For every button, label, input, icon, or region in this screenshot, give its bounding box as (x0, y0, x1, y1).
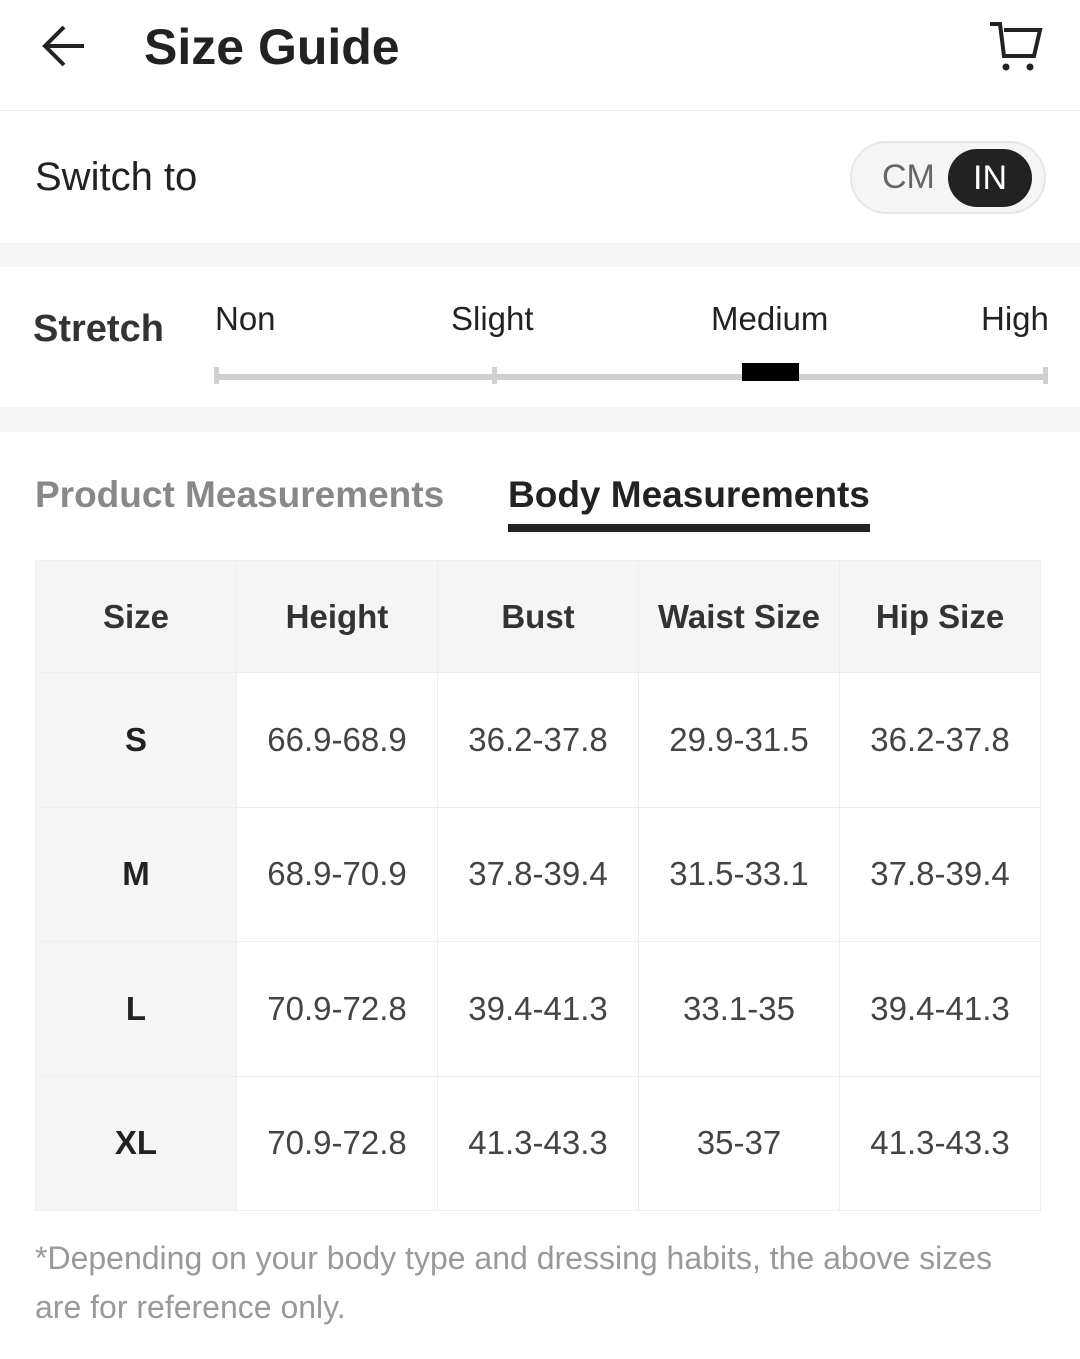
stretch-tick (1043, 367, 1048, 384)
unit-toggle[interactable]: CM IN (850, 141, 1046, 214)
measurement-cell: 35-37 (638, 1075, 840, 1211)
column-header: Size (35, 560, 237, 673)
size-table: Size Height Bust Waist Size Hip Size S 66… (35, 560, 1041, 1211)
measurement-cell: 68.9-70.9 (236, 806, 438, 942)
disclaimer-note: *Depending on your body type and dressin… (35, 1240, 993, 1325)
measurement-cell: 41.3-43.3 (839, 1075, 1041, 1211)
measurement-cell: 37.8-39.4 (437, 806, 639, 942)
measurement-cell: 39.4-41.3 (839, 941, 1041, 1077)
stretch-level-medium: Medium (711, 300, 829, 337)
unit-cm-option[interactable]: CM (882, 158, 935, 196)
arrow-left-icon[interactable] (40, 22, 90, 70)
table-row: L 70.9-72.8 39.4-41.3 33.1-35 39.4-41.3 (35, 941, 1041, 1077)
unit-switch-label: Switch to (35, 155, 198, 199)
stretch-tick (492, 367, 497, 384)
measurement-cell: 39.4-41.3 (437, 941, 639, 1077)
measurement-cell: 31.5-33.1 (638, 806, 840, 942)
column-header: Height (236, 560, 438, 673)
stretch-level-slight: Slight (451, 300, 534, 337)
measurement-cell: 66.9-68.9 (236, 672, 438, 808)
divider (0, 243, 1080, 267)
measurement-cell: 36.2-37.8 (839, 672, 1041, 808)
stretch-level-non: Non (215, 300, 276, 337)
size-cell: M (35, 806, 237, 942)
tab-product-measurements[interactable]: Product Measurements (35, 474, 445, 515)
header: Size Guide (0, 0, 1080, 111)
column-header: Bust (437, 560, 639, 673)
stretch-tick (214, 367, 219, 384)
size-cell: XL (35, 1075, 237, 1211)
measurement-cell: 29.9-31.5 (638, 672, 840, 808)
page-title: Size Guide (144, 19, 400, 75)
table-row: S 66.9-68.9 36.2-37.8 29.9-31.5 36.2-37.8 (35, 672, 1041, 808)
measurement-cell: 36.2-37.8 (437, 672, 639, 808)
stretch-level-high: High (981, 300, 1049, 337)
column-header: Hip Size (839, 560, 1041, 673)
stretch-label: Stretch (33, 308, 164, 350)
cart-icon[interactable] (986, 18, 1044, 74)
table-row: M 68.9-70.9 37.8-39.4 31.5-33.1 37.8-39.4 (35, 806, 1041, 942)
table-row: XL 70.9-72.8 41.3-43.3 35-37 41.3-43.3 (35, 1075, 1041, 1211)
stretch-indicator (742, 363, 799, 381)
measurement-cell: 37.8-39.4 (839, 806, 1041, 942)
divider (0, 407, 1080, 432)
table-header-row: Size Height Bust Waist Size Hip Size (35, 560, 1041, 673)
stretch-track (215, 374, 1047, 380)
tab-body-measurements[interactable]: Body Measurements (508, 474, 870, 532)
unit-in-option[interactable]: IN (948, 149, 1032, 207)
column-header: Waist Size (638, 560, 840, 673)
measurement-cell: 70.9-72.8 (236, 941, 438, 1077)
measurement-cell: 41.3-43.3 (437, 1075, 639, 1211)
size-cell: L (35, 941, 237, 1077)
measurement-cell: 33.1-35 (638, 941, 840, 1077)
measurement-cell: 70.9-72.8 (236, 1075, 438, 1211)
size-cell: S (35, 672, 237, 808)
